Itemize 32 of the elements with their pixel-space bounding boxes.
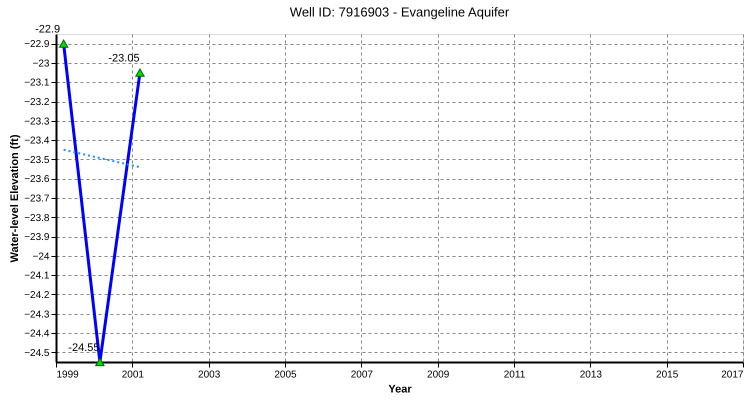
x-tick-label: 2017 [721, 370, 744, 380]
y-tick-label: −23 [32, 58, 50, 70]
y-tick-label: −24.5 [24, 348, 50, 359]
chart-title: Well ID: 7916903 - Evangeline Aquifer [290, 4, 510, 20]
y-tick-label: −23.6 [24, 174, 50, 186]
x-tick-label: 2007 [350, 370, 374, 380]
x-tick-label: 2011 [504, 370, 526, 380]
x-tick-label: 2005 [274, 370, 298, 380]
y-tick-label: −23.2 [24, 97, 50, 108]
x-tick-label: 2015 [656, 370, 679, 380]
y-tick-label: −24.3 [24, 309, 50, 320]
data-label: -22.9 [35, 24, 60, 36]
y-tick-label: −24.4 [24, 328, 50, 340]
y-tick-label: −23.1 [24, 78, 50, 89]
y-tick-label: −22.9 [24, 39, 50, 50]
y-tick-label: −24.1 [24, 270, 50, 282]
y-tick-label: −23.4 [24, 136, 50, 147]
x-tick-label: 2001 [122, 370, 144, 380]
y-tick-label: −24.2 [24, 290, 50, 301]
x-tick-label: 2013 [580, 370, 602, 380]
y-tick-label: −23.9 [24, 232, 50, 244]
x-axis-title: Year [388, 384, 412, 396]
y-tick-label: −23.8 [24, 212, 50, 224]
x-tick-label: 2003 [198, 370, 221, 380]
x-tick-label: 2009 [427, 370, 450, 380]
y-tick-label: −23.3 [24, 116, 50, 128]
data-label: -23.05 [108, 52, 140, 65]
y-tick-label: −23.7 [24, 194, 50, 204]
y-tick-label: −24 [32, 251, 50, 262]
x-tick-label: 1999 [56, 370, 80, 380]
y-axis-title: Water-level Elevation (ft) [9, 134, 22, 262]
y-tick-label: −23.5 [24, 154, 50, 166]
